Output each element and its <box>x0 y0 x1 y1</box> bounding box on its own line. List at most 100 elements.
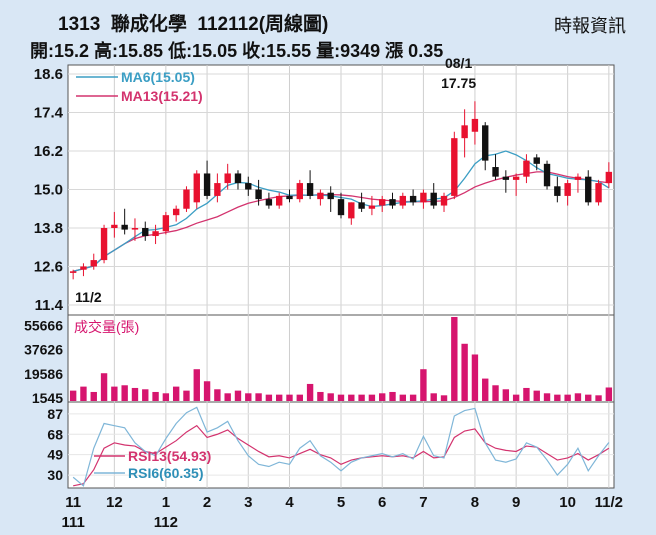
volume-bar <box>306 383 314 401</box>
volume-bar <box>214 389 221 401</box>
volume-bar <box>533 390 540 401</box>
x-tick-sublabel: 112 <box>154 514 178 531</box>
candle-body <box>368 205 376 209</box>
candle-body <box>183 189 190 209</box>
volume-bar <box>440 395 448 401</box>
candle-body <box>296 183 303 200</box>
volume-bar <box>131 387 139 401</box>
candle-body <box>348 202 355 219</box>
volume-bar <box>482 378 489 401</box>
volume-bar <box>265 394 273 401</box>
price-tick-label: 15.0 <box>34 182 63 199</box>
x-tick-label: 9 <box>512 494 520 511</box>
volume-bar <box>337 394 345 401</box>
candle-body <box>492 167 499 177</box>
x-tick-label: 6 <box>378 494 386 511</box>
x-tick-label: 10 <box>559 494 576 511</box>
candle-body <box>358 202 365 209</box>
volume-bar <box>595 395 602 401</box>
volume-bar <box>162 393 170 401</box>
candle-body <box>564 183 571 196</box>
rsi-tick-label: 87 <box>47 406 63 422</box>
rsi-tick-label: 30 <box>47 467 63 483</box>
data-source: 時報資訊 <box>554 16 626 36</box>
high-value-annotation: 17.75 <box>441 75 476 91</box>
volume-bar <box>471 354 479 401</box>
volume-bar <box>172 386 180 401</box>
legend-entry: MA6(15.05) <box>121 69 195 85</box>
volume-bar <box>409 394 417 401</box>
x-tick-label: 2 <box>203 494 211 511</box>
x-tick-sublabel: 111 <box>61 514 84 531</box>
volume-bar <box>255 393 262 401</box>
rsi-line <box>72 406 610 487</box>
volume-bar <box>245 393 252 401</box>
volume-bar <box>358 394 365 401</box>
x-tick-label: 3 <box>244 494 252 511</box>
volume-bar <box>234 390 242 401</box>
candle-body <box>399 195 407 206</box>
candle-body <box>69 271 77 273</box>
volume-tick-label: 1545 <box>32 390 63 406</box>
legend-entry: RSI13(54.93) <box>128 448 211 464</box>
candle-body <box>80 266 87 270</box>
candle-body <box>420 192 427 203</box>
candle-body <box>574 176 582 180</box>
price-tick-label: 11.4 <box>35 297 64 314</box>
volume-bar <box>564 394 571 401</box>
candle-body <box>265 199 273 206</box>
candle-body <box>379 199 386 206</box>
candle-body <box>461 125 468 139</box>
volume-bar <box>275 394 283 401</box>
candle-body <box>512 176 520 180</box>
candle-body <box>306 183 314 196</box>
candle-body <box>595 183 602 203</box>
price-tick-label: 13.8 <box>34 220 63 237</box>
volume-bar <box>183 390 190 401</box>
candle-body <box>286 195 293 200</box>
volume-bar <box>69 390 77 401</box>
volume-bar <box>492 385 499 401</box>
candle-body <box>482 125 489 161</box>
candle-body <box>214 183 221 196</box>
volume-bar <box>430 393 437 401</box>
candle-body <box>327 192 334 200</box>
candle-body <box>100 228 108 261</box>
candle-body <box>255 189 262 200</box>
candle-body <box>533 157 540 164</box>
candle-body <box>142 228 149 237</box>
low-date-annotation: 11/2 <box>75 289 102 305</box>
candle-body <box>172 208 180 216</box>
volume-bar <box>286 394 293 401</box>
x-tick-label: 7 <box>419 494 427 511</box>
volume-bar <box>152 391 159 401</box>
volume-bar <box>111 386 118 401</box>
volume-bar <box>543 393 551 401</box>
volume-bar <box>193 369 200 401</box>
volume-bar <box>605 387 613 401</box>
legend-entry: MA13(15.21) <box>121 88 203 104</box>
volume-bar <box>203 381 211 401</box>
candle-body <box>224 173 231 184</box>
price-tick-label: 16.2 <box>34 143 63 160</box>
volume-bar <box>379 393 386 401</box>
volume-bar <box>100 373 108 401</box>
candle-body <box>317 192 324 200</box>
candle-body <box>440 195 448 206</box>
x-tick-label: 11 <box>65 494 81 511</box>
x-tick-label: 1 <box>162 494 170 511</box>
quote-line: 開:15.2 高:15.85 低:15.05 收:15.55 量:9349 漲 … <box>30 41 444 61</box>
volume-bar <box>451 317 458 401</box>
volume-bar <box>389 391 396 401</box>
x-tick-label: 12 <box>106 494 123 511</box>
candle-body <box>234 173 242 184</box>
x-tick-label: 5 <box>337 494 345 511</box>
rsi-tick-label: 68 <box>47 426 63 442</box>
volume-tick-label: 55666 <box>24 317 63 333</box>
candle-body <box>585 176 592 203</box>
volume-bar <box>399 394 407 401</box>
stock-code: 1313 <box>58 14 101 35</box>
candle-body <box>245 183 252 190</box>
volume-bar <box>142 389 149 401</box>
